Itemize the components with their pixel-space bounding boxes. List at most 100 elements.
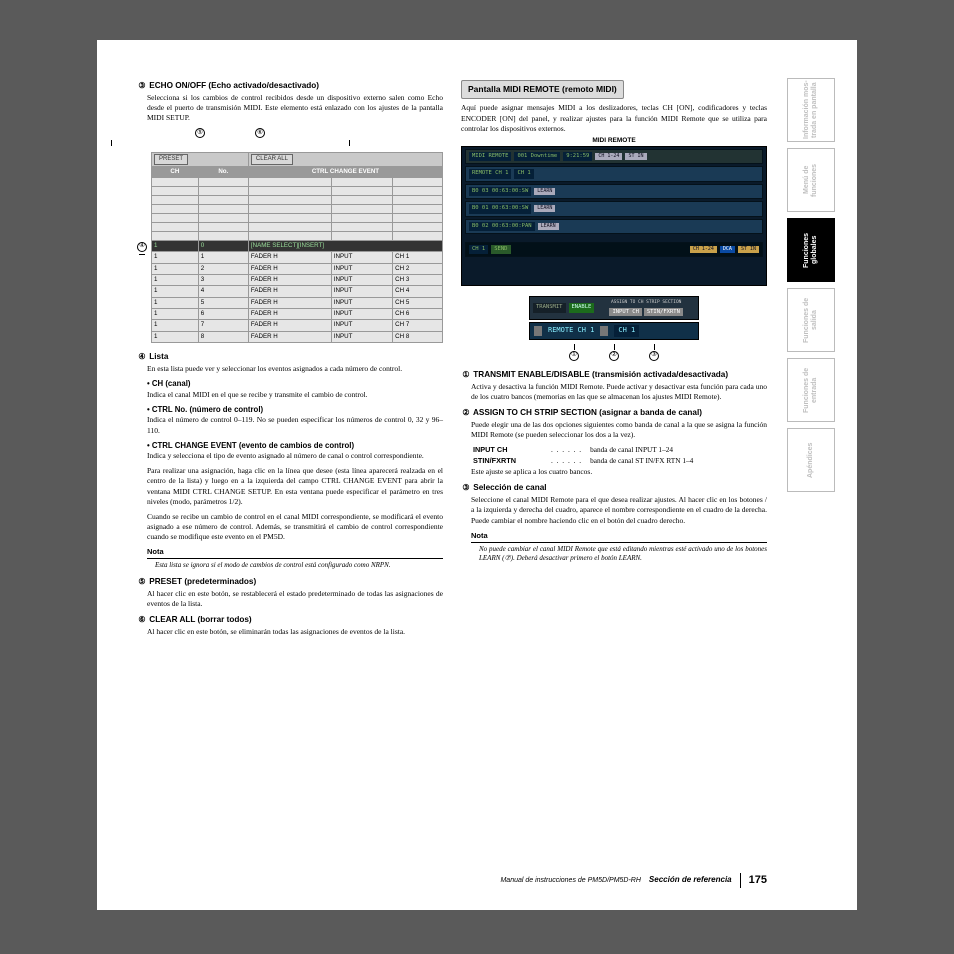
tab-input[interactable]: Funciones de entrada [787, 358, 835, 422]
shot-foot-send[interactable]: SEND [491, 245, 510, 254]
marker-r2: ② [461, 407, 471, 418]
heading-chselect-text: Selección de canal [473, 483, 546, 492]
remote-ch-display: REMOTE CH 1 [548, 326, 594, 335]
footer-book: Manual de instrucciones de PM5D/PM5D-RH [500, 876, 640, 885]
shot-foot-dca[interactable]: DCA [720, 246, 735, 253]
heading-echo: ③ ECHO ON/OFF (Echo activado/desactivado… [137, 80, 443, 91]
stinfxrtn-button[interactable]: STIN/FXRTN [644, 308, 683, 316]
selrow-ch[interactable]: 1 [152, 240, 199, 251]
shot-data-row: B0 01 00:63:00:SW [469, 204, 531, 213]
midi-remote-screenshot: MIDI REMOTE 001 Downtime 9:21:59 CH 1-24… [461, 146, 767, 286]
heading-chselect: ③ Selección de canal [461, 482, 767, 493]
selrow-no[interactable]: 0 [198, 240, 248, 251]
intro-text: Aquí puede asignar mensajes MIDI a los d… [461, 103, 767, 133]
shot-data-row: B0 03 00:63:00:SW [469, 187, 531, 196]
page-footer: Manual de instrucciones de PM5D/PM5D-RH … [97, 873, 857, 888]
screenshot-label: MIDI REMOTE [592, 137, 635, 146]
table-row[interactable]: 13FADER HINPUTCH 3 [152, 274, 443, 285]
callout-5: ⑤ [195, 128, 205, 138]
right-column: Pantalla MIDI REMOTE (remoto MIDI) Aquí … [461, 80, 767, 643]
th-event: CTRL CHANGE EVENT [248, 166, 442, 177]
clear-all-button[interactable]: CLEAR ALL [251, 154, 293, 164]
shot-stin-button[interactable]: ST IN [625, 153, 646, 160]
heading-lista: ④ Lista [137, 351, 443, 362]
shot-time: 9:21:59 [563, 152, 592, 161]
mini-callouts: ① ② ③ [461, 344, 767, 361]
shot-data-row: B0 02 00:63:00:PAN [469, 222, 535, 231]
tab-menu[interactable]: Menú de funciones [787, 148, 835, 212]
def-inputch: INPUT CHbanda de canal INPUT 1–24 [473, 445, 767, 455]
note-rule-left [147, 558, 443, 559]
th-no: No. [198, 166, 248, 177]
learn-button[interactable]: LEARN [534, 188, 555, 195]
shot-foot-ch124[interactable]: CH 1-24 [690, 246, 717, 253]
bullet-event-body: Indica y selecciona el tipo de evento as… [147, 451, 443, 461]
body-lista: En esta lista puede ver y seleccionar lo… [147, 364, 443, 374]
selrow-event[interactable]: [NAME SELECT][INSERT] [248, 240, 442, 251]
inputch-button[interactable]: INPUT CH [609, 308, 642, 316]
screenshot-wrap: MIDI REMOTE MIDI REMOTE 001 Downtime 9:2… [461, 146, 767, 286]
learn-button[interactable]: LEARN [534, 205, 555, 212]
heading-preset-text: PRESET (predeterminados) [149, 577, 256, 586]
marker-3: ③ [137, 80, 147, 91]
table-row[interactable]: 11FADER HINPUTCH 1 [152, 252, 443, 263]
callout-1: ① [569, 351, 579, 361]
heading-transmit: ① TRANSMIT ENABLE/DISABLE (transmisión a… [461, 369, 767, 380]
assign-label: ASSIGN TO CH STRIP SECTION [597, 300, 695, 306]
table-row[interactable]: 12FADER HINPUTCH 2 [152, 263, 443, 274]
def-stin: STIN/FXRTNbanda de canal ST IN/FX RTN 1–… [473, 456, 767, 466]
enable-button[interactable]: ENABLE [569, 303, 595, 312]
shot-scene: 001 Downtime [514, 152, 560, 161]
shot-ch: CH 1 [514, 169, 533, 178]
side-tab-strip: Información mos- trada en pantalla Menú … [787, 78, 835, 492]
learn-button[interactable]: LEARN [538, 223, 559, 230]
bullet-ctrlno: • CTRL No. (número de control) [147, 405, 443, 416]
tab-output[interactable]: Funciones de salida [787, 288, 835, 352]
note-label-right: Nota [471, 531, 767, 541]
heading-lista-text: Lista [149, 352, 168, 361]
table-top-callouts: ⑤ ⑥ [17, 128, 443, 138]
screen-title-box: Pantalla MIDI REMOTE (remoto MIDI) [461, 80, 624, 99]
table-row[interactable]: 16FADER HINPUTCH 6 [152, 309, 443, 320]
table-row[interactable]: 14FADER HINPUTCH 4 [152, 286, 443, 297]
tab-global[interactable]: Funciones globales [787, 218, 835, 282]
callout-3r: ③ [649, 351, 659, 361]
prev-channel-button[interactable] [534, 326, 542, 336]
bullet-ctrlno-body: Indica el número de control 0–119. No se… [147, 415, 443, 435]
transmit-label: TRANSMIT [533, 303, 566, 312]
bullet-ch-body: Indica el canal MIDI en el que se recibe… [147, 390, 443, 400]
tab-info[interactable]: Información mos- trada en pantalla [787, 78, 835, 142]
next-channel-button[interactable] [600, 326, 608, 336]
heading-clearall-text: CLEAR ALL (borrar todos) [149, 615, 251, 624]
manual-page: Información mos- trada en pantalla Menú … [97, 40, 857, 910]
left-column: ③ ECHO ON/OFF (Echo activado/desactivado… [137, 80, 443, 643]
shot-foot-stin[interactable]: ST IN [738, 246, 759, 253]
body-assign: Puede elegir una de las dos opciones sig… [471, 420, 767, 440]
body-chselect: Seleccione el canal MIDI Remote para el … [471, 495, 767, 525]
callout-2: ② [609, 351, 619, 361]
table-row[interactable]: 17FADER HINPUTCH 7 [152, 320, 443, 331]
page-number: 175 [740, 873, 767, 888]
note-text-right: No puede cambiar el canal MIDI Remote qu… [479, 545, 767, 563]
ch-display[interactable]: CH 1 [614, 325, 639, 336]
callout-4-wrap: ④ [137, 242, 147, 255]
shot-title-cell: MIDI REMOTE [469, 152, 511, 161]
marker-5: ⑤ [137, 576, 147, 587]
lista-para1: Para realizar una asignación, haga clic … [147, 466, 443, 507]
preset-button[interactable]: PRESET [154, 154, 188, 164]
bullet-event: • CTRL CHANGE EVENT (evento de cambios d… [147, 441, 443, 452]
marker-r3: ③ [461, 482, 471, 493]
table-row[interactable]: 18FADER HINPUTCH 8 [152, 331, 443, 342]
tab-appendix[interactable]: Apéndices [787, 428, 835, 492]
callout-6: ⑥ [255, 128, 265, 138]
heading-clearall: ⑥ CLEAR ALL (borrar todos) [137, 614, 443, 625]
note-text-left: Esta lista se ignora si el modo de cambi… [155, 561, 443, 570]
table-row[interactable]: 15FADER HINPUTCH 5 [152, 297, 443, 308]
footer-section: Sección de referencia [649, 875, 732, 886]
body-preset: Al hacer clic en este botón, se restable… [147, 589, 443, 609]
th-ch: CH [152, 166, 199, 177]
marker-6: ⑥ [137, 614, 147, 625]
shot-ch-button[interactable]: CH 1-24 [595, 153, 622, 160]
callout-lines [17, 140, 443, 146]
heading-transmit-text: TRANSMIT ENABLE/DISABLE (transmisión act… [473, 370, 728, 379]
